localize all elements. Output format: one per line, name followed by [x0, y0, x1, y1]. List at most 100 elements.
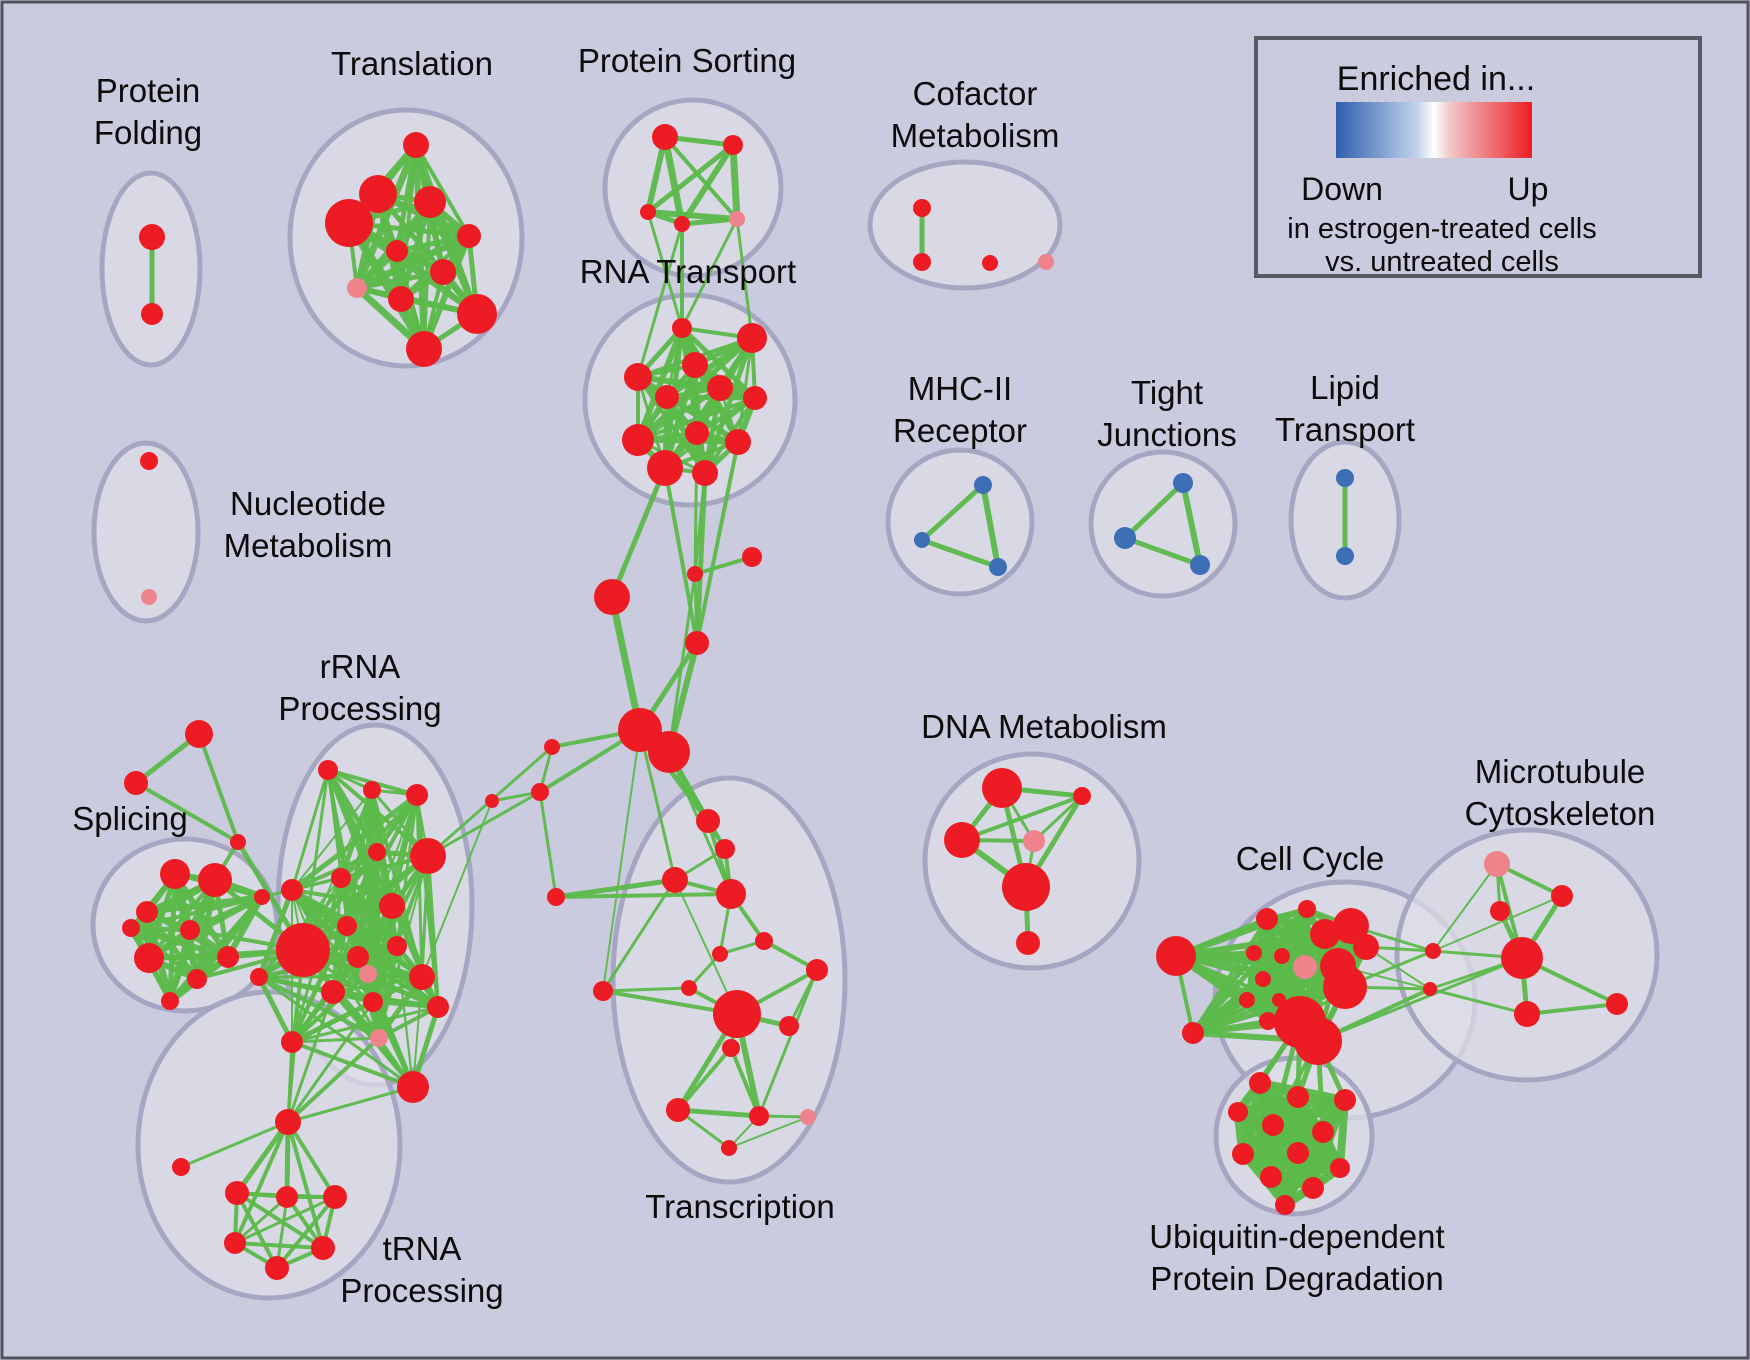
gene-set-node [1232, 1143, 1254, 1165]
gene-set-node [672, 318, 692, 338]
gene-set-node [1514, 1001, 1540, 1027]
cluster-label-lt: Transport [1275, 411, 1415, 448]
network-edge [1316, 956, 1524, 1043]
network-edge [290, 768, 330, 892]
network-edge [290, 975, 424, 1044]
network-edge [635, 385, 723, 443]
gene-set-node [1262, 1114, 1284, 1136]
gene-set-node [347, 946, 369, 968]
cluster-label-pf: Folding [94, 114, 202, 151]
gene-set-node [1294, 1017, 1342, 1065]
network-edge [636, 222, 684, 379]
gene-set-node [1423, 982, 1437, 996]
gene-set-node [230, 834, 246, 850]
cluster-label-pf: Protein [96, 72, 201, 109]
network-edge [729, 141, 741, 223]
network-edge [728, 1116, 809, 1149]
gene-set-node [725, 429, 751, 455]
network-edge [1267, 1164, 1344, 1181]
network-edge [235, 1191, 325, 1250]
network-edge [286, 1085, 415, 1124]
gene-set-node [1249, 1072, 1271, 1094]
legend-box [1254, 36, 1702, 278]
gene-set-node [217, 946, 239, 968]
cluster-label-tn: tRNA [383, 1230, 462, 1267]
legend-caption-line1: in estrogen-treated cells [1287, 213, 1597, 245]
gene-set-node [1336, 547, 1354, 565]
network-edge [396, 945, 414, 1088]
legend-up-label: Up [1508, 171, 1549, 207]
network-edge [426, 790, 542, 858]
gene-set-node [276, 923, 330, 977]
gene-set-node [722, 1039, 740, 1057]
gene-set-node [124, 771, 148, 795]
gene-set-node [172, 1158, 190, 1176]
network-edge [257, 975, 415, 1089]
network-edge [258, 976, 439, 1008]
gene-set-node [254, 889, 270, 905]
cluster-label-layer: Protein Folding Translation Protein Sorting… [72, 42, 1655, 1309]
gene-set-node [1312, 1121, 1334, 1143]
network-edge [675, 1107, 762, 1119]
gene-set-node [779, 1016, 799, 1036]
network-edge [602, 729, 641, 992]
network-edge [693, 431, 699, 576]
network-edge [146, 894, 265, 961]
gene-set-node [982, 768, 1022, 808]
gene-set-node [1287, 1086, 1309, 1108]
gene-set-node [800, 1109, 816, 1125]
network-edge [233, 1120, 290, 1245]
gene-set-node [681, 980, 697, 996]
gene-set-node [749, 1106, 769, 1126]
network-edge [234, 1119, 291, 1196]
gene-set-node [1272, 993, 1286, 1007]
network-edge [344, 923, 425, 980]
gene-set-node [1302, 1177, 1324, 1199]
gene-set-node [685, 631, 709, 655]
gene-set-node [388, 286, 414, 312]
cluster-ellipse-mh [885, 447, 1035, 597]
cluster-label-cc: Cell Cycle [1236, 840, 1385, 877]
network-edge [289, 792, 420, 893]
network-edge [636, 396, 757, 442]
gene-set-node [674, 216, 690, 232]
gene-set-node [185, 720, 213, 748]
gene-set-node [359, 175, 397, 213]
gene-set-node [624, 363, 652, 391]
cluster-label-cm: Metabolism [891, 117, 1060, 154]
network-edge [179, 1120, 290, 1169]
gene-set-node [1293, 955, 1317, 979]
gene-set-node [1336, 469, 1354, 487]
gene-set-node [410, 838, 446, 874]
gene-set-node [1298, 900, 1316, 918]
cluster-label-rt: RNA Transport [580, 253, 796, 290]
network-edge [290, 1036, 381, 1044]
network-edge [980, 482, 1001, 570]
network-edge [757, 968, 819, 1118]
gene-set-node [323, 1185, 347, 1209]
gene-set-node [318, 760, 338, 780]
gene-set-node [652, 124, 678, 150]
gene-set-node [729, 211, 745, 227]
network-edge [167, 894, 265, 1004]
gene-set-node [1551, 885, 1573, 907]
gene-set-node [427, 996, 449, 1018]
network-edge [674, 879, 738, 1015]
gene-set-node [721, 1140, 737, 1156]
network-edge [256, 974, 295, 1045]
gene-set-node [265, 1256, 289, 1280]
gene-set-node [1333, 908, 1369, 944]
network-edge [420, 854, 430, 979]
gene-set-node [403, 132, 429, 158]
network-edge [645, 209, 740, 222]
gene-set-node [1606, 993, 1628, 1015]
network-edge [286, 1000, 375, 1124]
legend: Enriched in... Down Up in estrogen-treat… [1254, 36, 1702, 278]
network-edge [664, 394, 758, 401]
cluster-label-rr: Processing [278, 690, 441, 727]
gene-set-node [368, 843, 386, 861]
gene-set-node [716, 879, 746, 909]
gene-set-node [989, 558, 1007, 576]
network-edge [554, 892, 733, 899]
cluster-label-dm: DNA Metabolism [921, 708, 1167, 745]
